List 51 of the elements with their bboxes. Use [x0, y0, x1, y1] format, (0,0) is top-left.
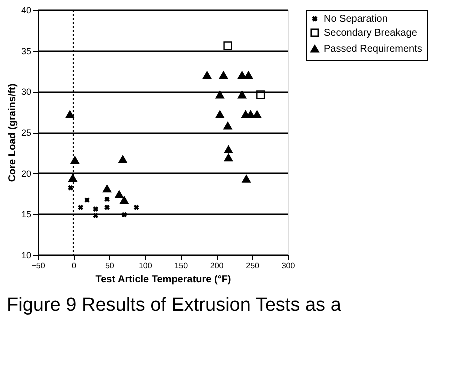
point [118, 156, 128, 164]
y-tick-label: 10 [21, 250, 32, 260]
legend-label: Passed Requirements [324, 44, 422, 55]
point [122, 212, 127, 218]
point [219, 72, 228, 80]
x-tick-label: 250 [246, 262, 260, 270]
x-axis-title: Test Article Temperature (°F) [96, 274, 232, 286]
point [102, 185, 112, 193]
point [216, 91, 224, 99]
point [224, 42, 232, 50]
caption: Figure 9 Results of Extrusion Tests as a [6, 295, 342, 316]
y-tick-label: 35 [21, 46, 32, 56]
x-tick-label: 100 [138, 262, 153, 270]
point [68, 174, 78, 182]
x-tick-label: 50 [105, 262, 115, 270]
point [120, 196, 129, 204]
x-tick-label: 0 [72, 262, 77, 270]
point [256, 90, 266, 100]
point [93, 213, 98, 218]
x-tick-label: −50 [32, 262, 46, 270]
x-tick-label: 300 [282, 262, 296, 270]
y-tick-label: 30 [21, 87, 32, 98]
x-tick-label: 200 [210, 262, 224, 270]
y-tick-label: 15 [21, 210, 32, 220]
point [244, 72, 254, 80]
point [202, 72, 212, 80]
point [115, 190, 124, 198]
y-tick-label: 25 [21, 128, 32, 138]
point [216, 110, 224, 118]
point [224, 154, 234, 162]
point [134, 205, 140, 210]
point [66, 110, 74, 118]
y-axis-title: Core Load (grains/ft) [7, 84, 18, 182]
legend-label: Secondary Breakage [324, 28, 418, 39]
point [224, 122, 232, 130]
point [78, 205, 84, 210]
x-tick-label: 150 [174, 262, 189, 270]
point [238, 91, 247, 99]
y-tick-label: 40 [21, 6, 32, 16]
point [68, 186, 74, 190]
point [224, 146, 234, 154]
point [242, 175, 251, 183]
point [93, 206, 98, 212]
point [252, 110, 262, 118]
point [84, 198, 90, 203]
y-tick-label: 20 [21, 168, 32, 179]
point [104, 205, 110, 210]
point [238, 72, 247, 80]
point [246, 110, 256, 118]
point [104, 197, 110, 202]
legend-label: No Separation [324, 14, 388, 25]
